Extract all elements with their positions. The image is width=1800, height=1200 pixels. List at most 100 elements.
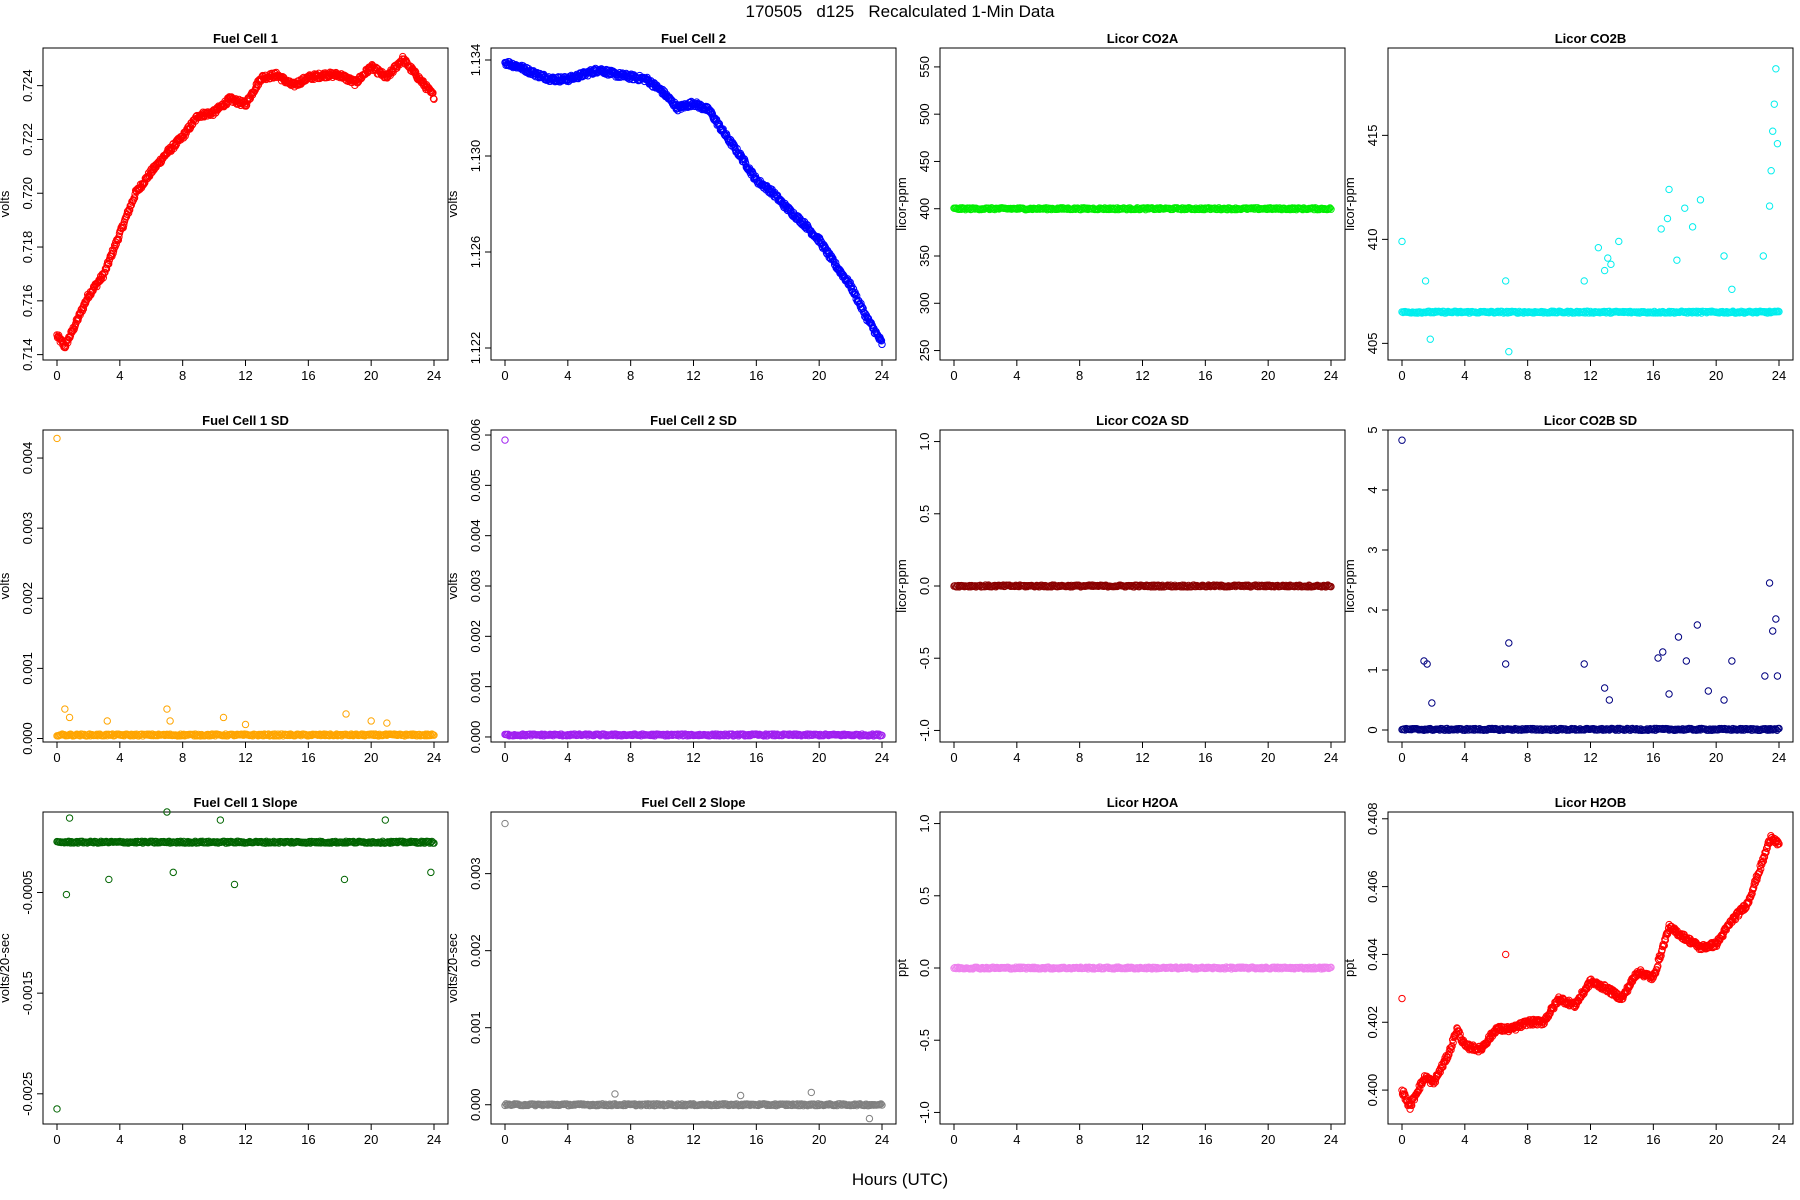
data-point bbox=[1704, 687, 1713, 695]
x-tick-label: 20 bbox=[364, 750, 378, 765]
x-tick-label: 0 bbox=[1398, 368, 1405, 383]
data-point bbox=[865, 1114, 874, 1123]
data-point bbox=[1659, 648, 1667, 656]
data-point bbox=[846, 278, 854, 287]
y-tick-label: 1 bbox=[1365, 666, 1380, 673]
y-tick-label: 1.134 bbox=[468, 44, 483, 77]
x-tick-label: 0 bbox=[53, 368, 60, 383]
data-point bbox=[103, 717, 111, 725]
data-point bbox=[1773, 672, 1782, 680]
x-tick-label: 16 bbox=[1198, 1132, 1212, 1147]
data-point bbox=[1615, 237, 1623, 246]
data-point bbox=[659, 85, 667, 94]
x-tick-label: 0 bbox=[53, 1132, 60, 1147]
data-point bbox=[1769, 627, 1777, 635]
x-tick-label: 24 bbox=[1324, 368, 1338, 383]
x-tick-label: 12 bbox=[686, 368, 700, 383]
x-tick-label: 4 bbox=[1013, 368, 1020, 383]
x-tick-label: 16 bbox=[1646, 368, 1660, 383]
plot-title: Licor CO2A SD bbox=[1096, 413, 1189, 428]
data-point bbox=[1501, 660, 1510, 668]
data-point bbox=[807, 1088, 816, 1097]
y-axis-label: licor-ppm bbox=[894, 559, 909, 612]
x-tick-label: 24 bbox=[1772, 750, 1786, 765]
x-tick-label: 8 bbox=[179, 1132, 186, 1147]
y-tick-label: -1.0 bbox=[917, 719, 932, 741]
y-tick-label: 0.0 bbox=[917, 959, 932, 977]
data-point bbox=[66, 332, 75, 340]
data-point bbox=[124, 209, 133, 217]
x-tick-label: 12 bbox=[1583, 750, 1597, 765]
data-point bbox=[501, 436, 509, 444]
data-point bbox=[1663, 214, 1672, 223]
y-tick-label: 0.724 bbox=[20, 69, 35, 102]
x-tick-label: 12 bbox=[1135, 750, 1149, 765]
plot-title: Fuel Cell 1 SD bbox=[202, 413, 289, 428]
plot-frame bbox=[42, 811, 449, 1125]
y-tick-label: 450 bbox=[917, 151, 932, 173]
y-tick-label: -0.0015 bbox=[20, 971, 35, 1015]
x-tick-label: 12 bbox=[686, 750, 700, 765]
data-point bbox=[381, 816, 390, 824]
y-tick-label: 0.714 bbox=[20, 338, 35, 371]
data-point bbox=[736, 1091, 745, 1100]
x-tick-label: 24 bbox=[875, 1132, 889, 1147]
data-point bbox=[73, 317, 81, 325]
y-tick-label: 0.720 bbox=[20, 177, 35, 210]
x-tick-label: 16 bbox=[749, 368, 763, 383]
plot-title: Licor CO2B bbox=[1555, 31, 1627, 46]
x-tick-label: 20 bbox=[812, 368, 826, 383]
data-point bbox=[1580, 660, 1588, 668]
data-point bbox=[169, 868, 177, 877]
data-point bbox=[53, 1105, 61, 1113]
data-point bbox=[1398, 237, 1406, 246]
data-point bbox=[1728, 657, 1736, 665]
x-tick-label: 24 bbox=[1772, 368, 1786, 383]
x-tick-label: 4 bbox=[1461, 750, 1468, 765]
data-point bbox=[611, 1090, 619, 1098]
data-point bbox=[1673, 256, 1681, 264]
x-tick-label: 4 bbox=[1013, 750, 1020, 765]
plot-frame bbox=[42, 429, 449, 743]
data-point bbox=[383, 719, 391, 727]
x-tick-label: 20 bbox=[1261, 368, 1275, 383]
x-tick-label: 24 bbox=[427, 1132, 441, 1147]
y-tick-label: 0.002 bbox=[468, 620, 483, 653]
data-point bbox=[1720, 252, 1728, 260]
data-point bbox=[166, 717, 174, 725]
x-tick-label: 12 bbox=[1135, 1132, 1149, 1147]
x-tick-label: 24 bbox=[1324, 750, 1338, 765]
x-tick-label: 12 bbox=[238, 750, 252, 765]
x-tick-label: 8 bbox=[1524, 750, 1531, 765]
data-point bbox=[242, 101, 251, 110]
data-point bbox=[163, 705, 171, 713]
data-point bbox=[119, 223, 127, 232]
data-point bbox=[342, 710, 350, 718]
data-point bbox=[1769, 127, 1777, 135]
figure-title: 170505 d125 Recalculated 1-Min Data bbox=[745, 2, 1055, 21]
data-point bbox=[340, 875, 349, 884]
data-point bbox=[1600, 684, 1609, 692]
y-tick-label: 0.001 bbox=[20, 652, 35, 685]
plot-title: Licor CO2B SD bbox=[1544, 413, 1637, 428]
y-tick-label: 410 bbox=[1365, 229, 1380, 251]
plot-frame bbox=[1387, 429, 1794, 743]
data-point bbox=[1426, 335, 1434, 343]
x-tick-label: 20 bbox=[1709, 368, 1723, 383]
data-point bbox=[1772, 65, 1780, 73]
y-axis-label: ppt bbox=[894, 959, 909, 977]
x-tick-label: 20 bbox=[812, 750, 826, 765]
x-tick-label: 4 bbox=[1461, 368, 1468, 383]
data-point bbox=[1428, 699, 1436, 707]
data-point bbox=[430, 95, 438, 103]
y-tick-label: 415 bbox=[1365, 125, 1380, 147]
x-tick-label: 12 bbox=[1135, 368, 1149, 383]
y-tick-label: 0.000 bbox=[468, 1088, 483, 1121]
data-point bbox=[1765, 202, 1774, 210]
data-point bbox=[1761, 672, 1769, 680]
data-point bbox=[731, 143, 739, 151]
